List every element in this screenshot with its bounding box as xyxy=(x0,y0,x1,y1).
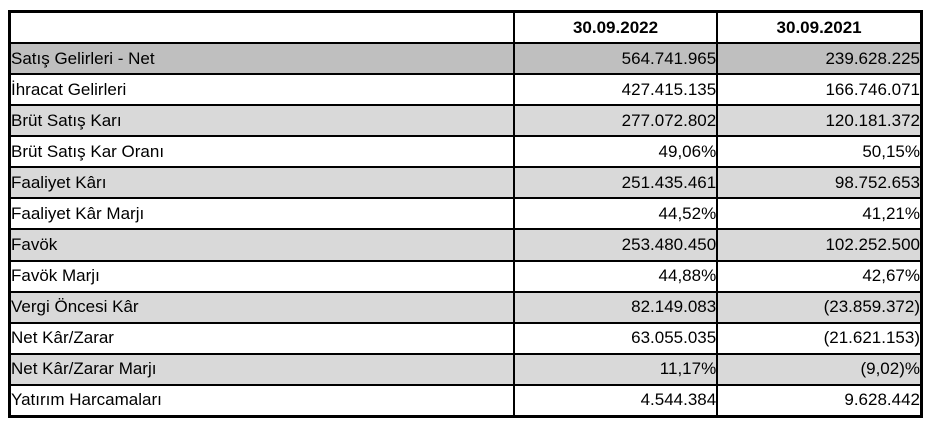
row-value-2021: (9,02)% xyxy=(716,352,923,386)
header-col-2021: 30.09.2021 xyxy=(716,10,923,44)
table-row: Faaliyet Kâr Marjı 44,52% 41,21% xyxy=(8,197,923,231)
table-header: 30.09.2022 30.09.2021 xyxy=(8,10,923,44)
row-label: Brüt Satış Karı xyxy=(8,104,515,138)
table-body: Satış Gelirleri - Net 564.741.965 239.628.… xyxy=(8,41,923,418)
row-value-2021: (23.859.372) xyxy=(716,290,923,324)
row-value-2021: 9.628.442 xyxy=(716,383,923,418)
row-value-2022: 4.544.384 xyxy=(512,383,719,418)
row-value-2022: 251.435.461 xyxy=(512,166,719,200)
row-value-2021: 166.746.071 xyxy=(716,73,923,107)
row-label: Net Kâr/Zarar xyxy=(8,321,515,355)
row-value-2022: 44,88% xyxy=(512,259,719,293)
table-row: İhracat Gelirleri 427.415.135 166.746.071 xyxy=(8,73,923,107)
financial-results-table: 30.09.2022 30.09.2021 Satış Gelirleri - … xyxy=(8,10,923,418)
row-label: Faaliyet Kâr Marjı xyxy=(8,197,515,231)
row-value-2022: 49,06% xyxy=(512,135,719,169)
row-value-2021: 41,21% xyxy=(716,197,923,231)
row-label: Satış Gelirleri - Net xyxy=(8,41,515,76)
row-value-2022: 11,17% xyxy=(512,352,719,386)
row-value-2021: 98.752.653 xyxy=(716,166,923,200)
table-row: Favök Marjı 44,88% 42,67% xyxy=(8,259,923,293)
row-label: Vergi Öncesi Kâr xyxy=(8,290,515,324)
row-label: Favök xyxy=(8,228,515,262)
header-row: 30.09.2022 30.09.2021 xyxy=(8,10,923,44)
row-value-2022: 277.072.802 xyxy=(512,104,719,138)
row-value-2022: 63.055.035 xyxy=(512,321,719,355)
row-label: İhracat Gelirleri xyxy=(8,73,515,107)
table-row: Vergi Öncesi Kâr 82.149.083 (23.859.372) xyxy=(8,290,923,324)
table-row: Net Kâr/Zarar 63.055.035 (21.621.153) xyxy=(8,321,923,355)
table-row: Satış Gelirleri - Net 564.741.965 239.628.… xyxy=(8,41,923,76)
row-label: Faaliyet Kârı xyxy=(8,166,515,200)
row-value-2022: 82.149.083 xyxy=(512,290,719,324)
row-value-2021: 239.628.225 xyxy=(716,41,923,76)
table-row: Faaliyet Kârı 251.435.461 98.752.653 xyxy=(8,166,923,200)
table-row: Brüt Satış Kar Oranı 49,06% 50,15% xyxy=(8,135,923,169)
header-empty-cell xyxy=(8,10,515,44)
row-value-2022: 564.741.965 xyxy=(512,41,719,76)
row-value-2021: (21.621.153) xyxy=(716,321,923,355)
table-row: Yatırım Harcamaları 4.544.384 9.628.442 xyxy=(8,383,923,418)
row-value-2022: 44,52% xyxy=(512,197,719,231)
row-label: Brüt Satış Kar Oranı xyxy=(8,135,515,169)
table-row: Net Kâr/Zarar Marjı 11,17% (9,02)% xyxy=(8,352,923,386)
row-value-2021: 42,67% xyxy=(716,259,923,293)
row-value-2022: 253.480.450 xyxy=(512,228,719,262)
row-label: Yatırım Harcamaları xyxy=(8,383,515,418)
row-value-2021: 50,15% xyxy=(716,135,923,169)
header-col-2022: 30.09.2022 xyxy=(512,10,719,44)
row-label: Net Kâr/Zarar Marjı xyxy=(8,352,515,386)
row-value-2022: 427.415.135 xyxy=(512,73,719,107)
row-value-2021: 102.252.500 xyxy=(716,228,923,262)
row-label: Favök Marjı xyxy=(8,259,515,293)
table-row: Favök 253.480.450 102.252.500 xyxy=(8,228,923,262)
row-value-2021: 120.181.372 xyxy=(716,104,923,138)
table-row: Brüt Satış Karı 277.072.802 120.181.372 xyxy=(8,104,923,138)
